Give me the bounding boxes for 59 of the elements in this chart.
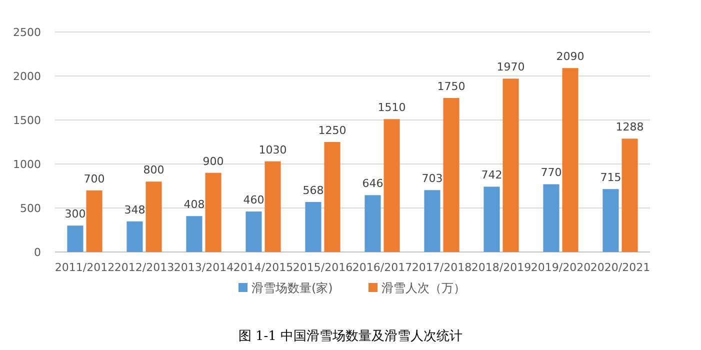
data-label: 348 <box>124 203 146 216</box>
data-label: 1288 <box>616 120 644 134</box>
data-label: 1030 <box>258 143 287 156</box>
data-label: 1750 <box>437 80 466 93</box>
x-tick-label: 2012/2013 <box>114 261 174 274</box>
data-label: 2090 <box>556 50 584 64</box>
x-tick-label: 2018/2019 <box>471 261 532 274</box>
data-label: 900 <box>202 154 224 168</box>
data-label: 742 <box>481 168 502 182</box>
bar <box>443 98 460 252</box>
bar <box>126 221 143 252</box>
data-label: 646 <box>362 177 384 190</box>
caption: 图 1-1 中国滑雪场数量及滑雪人次统计 <box>238 329 463 344</box>
y-tick-label: 500 <box>20 202 41 215</box>
legend-label: 滑雪人次（万） <box>382 281 466 295</box>
data-label: 703 <box>422 172 443 186</box>
x-tick-label: 2015/2016 <box>292 261 353 274</box>
y-tick-label: 2000 <box>13 70 41 83</box>
x-tick-label: 2020/2021 <box>590 261 650 274</box>
y-tick-label: 1500 <box>13 114 41 127</box>
legend-label: 滑雪场数量(家) <box>252 281 333 295</box>
data-label: 715 <box>600 171 622 184</box>
data-label: 770 <box>540 166 562 180</box>
data-label: 800 <box>143 164 164 177</box>
data-label: 700 <box>84 172 105 186</box>
bar <box>264 161 281 252</box>
y-tick-label: 1000 <box>13 158 41 171</box>
bar <box>602 189 619 252</box>
x-tick-label: 2019/2020 <box>530 261 591 274</box>
bar <box>502 78 519 252</box>
data-label: 1970 <box>496 60 525 74</box>
bar <box>324 142 340 252</box>
x-tick-label: 2011/2012 <box>54 261 115 274</box>
bar <box>305 202 322 252</box>
x-tick-label: 2016/2017 <box>352 261 412 274</box>
data-label: 408 <box>184 198 205 212</box>
bar <box>543 184 560 252</box>
bar <box>364 195 381 252</box>
bar <box>67 226 84 252</box>
data-label: 1250 <box>318 124 346 137</box>
bar <box>484 186 500 252</box>
x-tick-label: 2014/2015 <box>233 261 294 274</box>
bar <box>146 182 162 252</box>
bar <box>246 212 262 252</box>
data-label: 568 <box>302 184 324 198</box>
bar <box>622 138 638 252</box>
data-label: 1510 <box>378 101 406 114</box>
bar <box>186 216 202 252</box>
x-tick-label: 2013/2014 <box>174 261 234 274</box>
x-tick-label: 2017/2018 <box>412 261 472 274</box>
bar <box>86 190 102 252</box>
bar <box>424 190 440 252</box>
y-tick-label: 2500 <box>13 26 41 39</box>
data-label: 460 <box>243 194 264 207</box>
bar <box>205 172 222 252</box>
bar <box>384 119 400 252</box>
y-tick-label: 0 <box>34 246 41 259</box>
data-label: 300 <box>64 208 86 221</box>
bar <box>562 68 578 252</box>
